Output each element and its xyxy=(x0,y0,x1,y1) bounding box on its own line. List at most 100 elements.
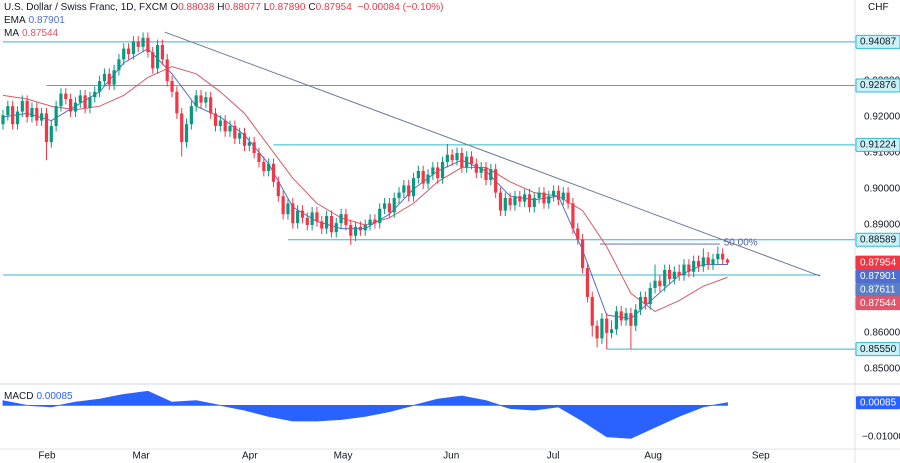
price-label: 0.87544 xyxy=(860,298,897,309)
candle-body xyxy=(436,167,440,179)
candle-body xyxy=(54,106,58,126)
candle-body xyxy=(725,259,730,263)
candle-body xyxy=(59,93,63,107)
candle-body xyxy=(638,296,643,310)
price-label: 0.92876 xyxy=(860,80,897,91)
candle-body xyxy=(682,264,686,276)
candle-body xyxy=(706,257,710,265)
ema-legend: EMA 0.87901 xyxy=(4,15,68,26)
candle-body xyxy=(117,59,121,71)
candle-body xyxy=(489,169,493,180)
candle-body xyxy=(387,203,391,213)
candle-body xyxy=(547,196,551,204)
macd-value-box xyxy=(856,396,900,410)
candle-body xyxy=(416,170,420,179)
candle-body xyxy=(291,203,295,224)
candle-body xyxy=(131,41,136,54)
stat-value: 0.87954 xyxy=(315,2,352,13)
price-label: 0.87954 xyxy=(860,257,897,268)
candle-body xyxy=(194,95,198,107)
stat-value: 0.87890 xyxy=(269,2,306,13)
candle-body xyxy=(571,203,575,229)
candle-body xyxy=(542,192,546,204)
candle-body xyxy=(711,259,715,265)
candle-body xyxy=(508,197,512,206)
candle-body xyxy=(262,161,266,171)
candle-body xyxy=(402,185,406,193)
candle-body xyxy=(93,91,97,98)
price-label-box xyxy=(855,34,900,49)
candle-body xyxy=(532,197,536,207)
candle-body xyxy=(305,217,309,225)
symbol-title: U.S. Dollar / Swiss Franc, 1D, FXCM xyxy=(4,2,168,13)
stat-label: L xyxy=(263,2,270,13)
candle-body xyxy=(411,178,416,197)
candle-body xyxy=(460,152,464,168)
candle-body xyxy=(663,269,667,287)
candle-body xyxy=(643,296,647,305)
price-label: 0.94087 xyxy=(860,37,897,48)
candle-body xyxy=(25,100,29,117)
candle-body xyxy=(440,161,445,179)
candle-body xyxy=(300,210,305,218)
candle-body xyxy=(11,106,15,125)
candle-body xyxy=(209,97,213,114)
candle-body xyxy=(35,107,39,121)
candle-body xyxy=(721,253,725,260)
candle-body xyxy=(199,95,203,103)
y-tick-label: 0.91000 xyxy=(864,148,900,159)
candle-body xyxy=(257,152,261,162)
ma-legend: MA 0.87544 xyxy=(4,28,61,39)
candle-body xyxy=(204,97,208,103)
header: U.S. Dollar / Swiss Franc, 1D, FXCM O0.88… xyxy=(4,2,446,13)
candle-body xyxy=(353,226,358,236)
candle-body xyxy=(696,260,701,267)
x-tick-label: Jul xyxy=(547,451,560,462)
candle-body xyxy=(537,192,541,198)
y-tick-label: 0.92000 xyxy=(864,112,900,123)
candle-body xyxy=(368,219,372,225)
candle-body xyxy=(30,107,34,117)
candle-body xyxy=(170,80,174,92)
candle-body xyxy=(69,98,73,112)
candle-body xyxy=(267,163,271,171)
candle-body xyxy=(479,167,483,173)
candle-body xyxy=(614,311,618,330)
candle-body xyxy=(296,210,300,224)
candle-body xyxy=(40,113,44,121)
candle-body xyxy=(484,167,488,180)
candle-body xyxy=(469,156,474,164)
candle-body xyxy=(213,113,218,126)
x-tick-label: Jun xyxy=(443,451,459,462)
x-tick-label: Mar xyxy=(133,451,151,462)
candle-body xyxy=(315,212,319,222)
candle-body xyxy=(648,287,652,305)
price-label: 0.87901 xyxy=(860,271,897,282)
candle-body xyxy=(552,190,556,197)
candle-body xyxy=(600,318,604,339)
candle-body xyxy=(624,313,628,321)
stat-value: 0.88038 xyxy=(178,2,215,13)
candle-body xyxy=(276,181,280,197)
candle-body xyxy=(503,197,507,211)
price-label-box xyxy=(855,269,900,284)
candle-body xyxy=(474,163,478,173)
candle-body xyxy=(609,329,614,333)
trendline xyxy=(164,31,821,277)
candle-body xyxy=(667,269,672,279)
candle-body xyxy=(358,226,363,231)
candle-body xyxy=(561,192,565,200)
candle-body xyxy=(97,80,102,92)
candle-body xyxy=(136,41,140,47)
ma-value: 0.87544 xyxy=(22,28,59,39)
x-tick-label: Sep xyxy=(752,451,770,462)
candle-body xyxy=(407,185,411,197)
candle-body xyxy=(687,264,691,272)
candle-body xyxy=(334,223,338,233)
y-tick-label: 0.86000 xyxy=(864,328,900,339)
candle-body xyxy=(146,37,150,53)
candle-body xyxy=(286,203,290,215)
candle-body xyxy=(310,212,314,225)
